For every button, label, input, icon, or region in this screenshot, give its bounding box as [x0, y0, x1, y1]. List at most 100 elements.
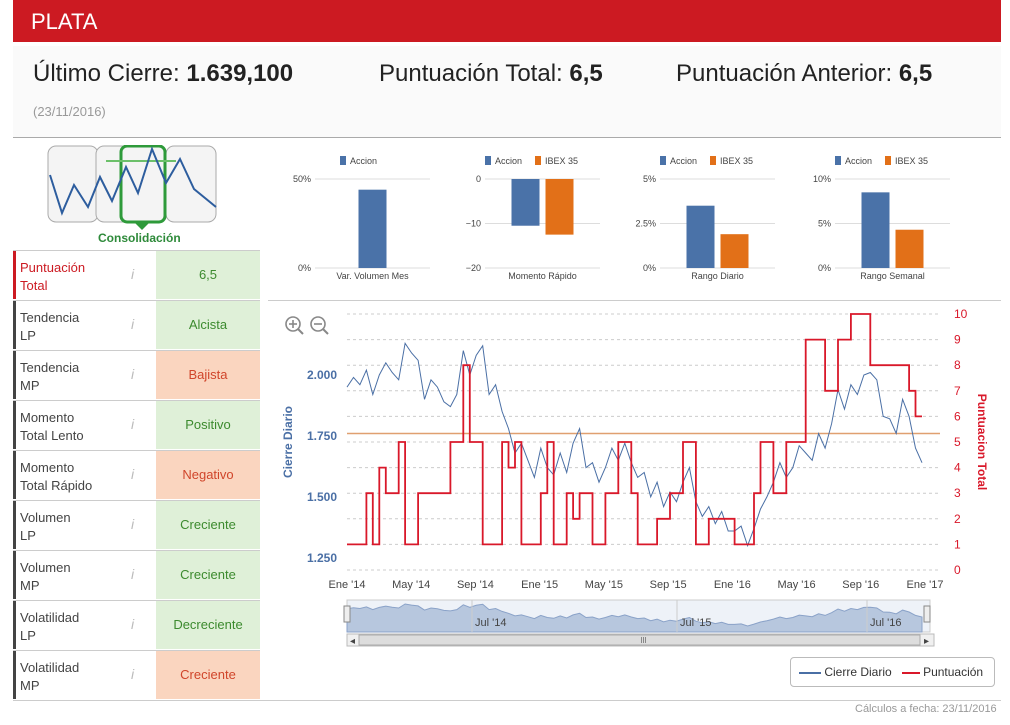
zoom-in-handle — [297, 328, 304, 335]
score-row: Volatilidad LP i Decreciente — [13, 600, 260, 649]
legend-label: Accion — [350, 156, 377, 166]
score-row: Volumen MP i Creciente — [13, 550, 260, 599]
x-tick-label: Ene '14 — [329, 579, 366, 591]
last-close: Último Cierre: 1.639,100 — [33, 60, 294, 87]
right-tick-label: 6 — [954, 409, 961, 423]
score-row: Momento Total Lento i Positivo — [13, 400, 260, 449]
y-tick-label: −10 — [466, 219, 481, 229]
page-title: PLATA — [13, 0, 1001, 42]
y-tick-label: 5% — [643, 174, 656, 184]
y-tick-label: 2.5% — [635, 219, 656, 229]
zoom-out-icon[interactable] — [310, 316, 329, 335]
info-icon[interactable]: i — [131, 416, 135, 432]
mini-chart-2: Accion IBEX 35 5% 2.5% 0% Rango Diario — [635, 156, 775, 281]
y-tick-label: 0% — [298, 263, 311, 273]
legend-swatch — [660, 156, 666, 165]
right-tick-label: 0 — [954, 563, 961, 577]
bar — [545, 179, 574, 235]
bar — [358, 189, 387, 268]
right-tick-label: 1 — [954, 537, 961, 551]
score-label: Volatilidad MP — [13, 651, 156, 699]
zoom-out-circle — [310, 316, 326, 332]
navigator-handle-right[interactable] — [923, 605, 931, 623]
right-tick-label: 5 — [954, 435, 961, 449]
score-value: Alcista — [156, 301, 260, 349]
legend-swatch — [485, 156, 491, 165]
legend-label: Accion — [495, 156, 522, 166]
summary-panel: Último Cierre: 1.639,100 Puntuación Tota… — [13, 46, 1001, 138]
score-label: Volatilidad LP — [13, 601, 156, 649]
score-label: Volumen MP — [13, 551, 156, 599]
score-value: Bajista — [156, 351, 260, 399]
section-divider — [268, 300, 1001, 301]
score-label: Momento Total Rápido — [13, 451, 156, 499]
pattern-label: Consolidación — [98, 231, 181, 245]
footer-divider — [13, 700, 1001, 701]
legend-score-label: Puntuación — [923, 665, 984, 679]
legend-swatch — [835, 156, 841, 165]
left-tick-label: 1.500 — [307, 490, 337, 504]
bar — [686, 205, 715, 268]
previous-score: Puntuación Anterior: 6,5 — [676, 60, 933, 87]
navigator-label: Jul '14 — [475, 617, 506, 629]
score-value: 6,5 — [156, 251, 260, 299]
score-value: Positivo — [156, 401, 260, 449]
info-icon[interactable]: i — [131, 516, 135, 532]
right-tick-label: 7 — [954, 384, 961, 398]
pattern-icon — [47, 144, 217, 230]
info-icon[interactable]: i — [131, 466, 135, 482]
scrollbar-thumb[interactable] — [358, 634, 921, 646]
navigator-area — [346, 603, 923, 633]
zoom-in-icon[interactable] — [285, 316, 304, 335]
pattern-widget[interactable]: Consolidación — [46, 144, 218, 245]
info-icon[interactable]: i — [131, 666, 135, 682]
score-row: Momento Total Rápido i Negativo — [13, 450, 260, 499]
legend-label: IBEX 35 — [895, 156, 928, 166]
legend-close-label: Cierre Diario — [824, 665, 892, 679]
legend-swatch — [885, 156, 891, 165]
navigator-handle-left[interactable] — [343, 605, 351, 623]
x-tick-label: May '14 — [392, 579, 430, 591]
legend-label: IBEX 35 — [545, 156, 578, 166]
x-axis-label: Rango Semanal — [860, 271, 925, 281]
info-icon[interactable]: i — [131, 366, 135, 382]
y-tick-label: 50% — [293, 174, 311, 184]
score-row: Volatilidad MP i Creciente — [13, 650, 260, 699]
right-tick-label: 2 — [954, 512, 961, 526]
info-icon[interactable]: i — [131, 566, 135, 582]
bar — [511, 179, 540, 226]
score-label: Tendencia MP — [13, 351, 156, 399]
bar — [895, 229, 924, 268]
score-label: Tendencia LP — [13, 301, 156, 349]
right-tick-label: 10 — [954, 307, 968, 321]
legend-score-swatch — [901, 671, 920, 674]
score-value: Decreciente — [156, 601, 260, 649]
zoom-in-circle — [285, 316, 301, 332]
y-tick-label: 5% — [818, 219, 831, 229]
legend-close-swatch — [799, 671, 821, 674]
info-icon[interactable]: i — [131, 316, 135, 332]
chart-legend[interactable]: Cierre Diario Puntuación — [790, 657, 995, 687]
mini-chart-1: Accion IBEX 35 0 −10 −20 Momento Rápido — [466, 156, 600, 281]
left-axis-title: Cierre Diario — [281, 406, 295, 478]
score-row: Tendencia LP i Alcista — [13, 300, 260, 349]
left-tick-label: 1.750 — [307, 429, 337, 443]
legend-swatch — [340, 156, 346, 165]
mini-chart-0: Accion 50% 0% Var. Volumen Mes — [293, 156, 430, 281]
left-tick-label: 2.000 — [307, 368, 337, 382]
close-date: (23/11/2016) — [33, 104, 106, 119]
info-icon[interactable]: i — [131, 266, 135, 282]
info-icon[interactable]: i — [131, 616, 135, 632]
right-tick-label: 9 — [954, 333, 961, 347]
y-tick-label: 10% — [813, 174, 831, 184]
navigator-label: Jul '15 — [680, 617, 711, 629]
scroll-left-icon: ◂ — [350, 636, 355, 647]
x-tick-label: Sep '16 — [842, 579, 879, 591]
y-tick-label: 0% — [818, 263, 831, 273]
x-tick-label: May '15 — [585, 579, 623, 591]
bar — [720, 234, 749, 268]
x-tick-label: Sep '15 — [650, 579, 687, 591]
legend-label: Accion — [670, 156, 697, 166]
y-tick-label: 0% — [643, 263, 656, 273]
